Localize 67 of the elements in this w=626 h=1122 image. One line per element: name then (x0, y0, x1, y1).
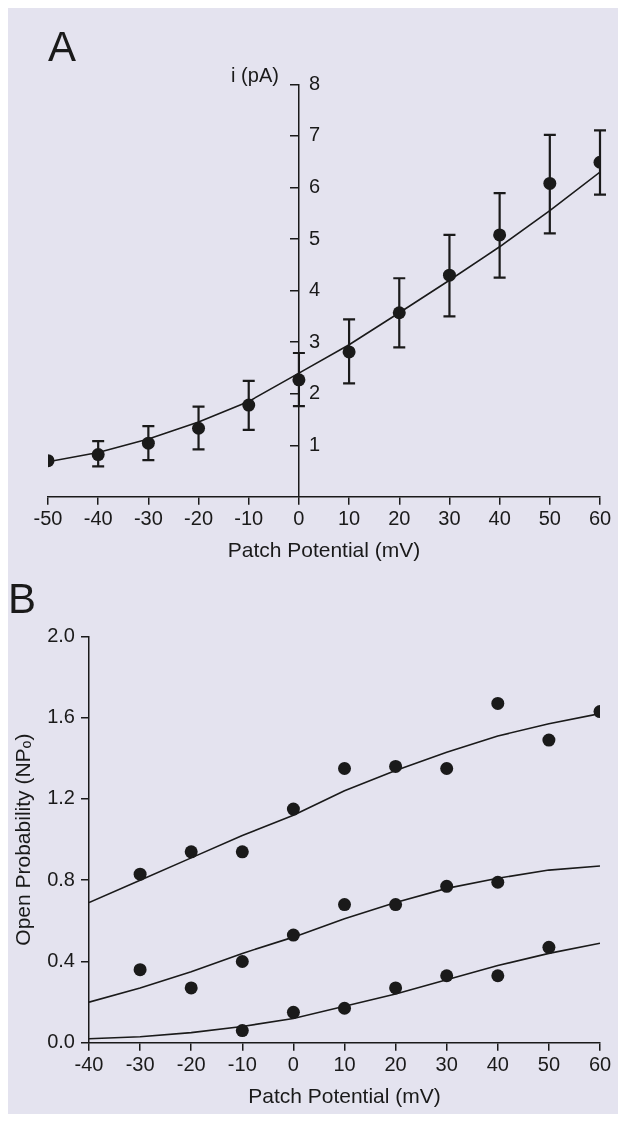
point (338, 761, 351, 775)
point (440, 969, 454, 983)
point (338, 1001, 351, 1015)
x-tick-label: 0 (293, 507, 305, 530)
y-axis-title: i (pA) (231, 63, 279, 86)
point (491, 969, 505, 983)
y-tick-label: 0.0 (47, 1030, 75, 1053)
point (440, 761, 454, 775)
x-tick-label: 30 (438, 507, 461, 530)
x-tick-label: 30 (435, 1053, 458, 1076)
point (286, 928, 300, 942)
point (389, 759, 403, 773)
point (491, 696, 505, 710)
x-axis-title: Patch Potential (mV) (248, 1084, 441, 1108)
x-tick-label: -30 (133, 507, 163, 530)
y-tick-label: 2 (308, 381, 321, 404)
y-tick-label: 5 (308, 226, 321, 249)
point (286, 1005, 300, 1019)
x-tick-label: -50 (33, 507, 63, 530)
point (235, 1024, 249, 1038)
x-tick-label: -40 (83, 507, 113, 530)
point (235, 955, 249, 969)
y-tick-label: 1.2 (47, 786, 75, 809)
x-tick-label: 60 (588, 1053, 612, 1076)
y-tick-label: 3 (308, 329, 321, 352)
x-tick-label: 10 (333, 1053, 356, 1076)
y-tick-label: 1 (308, 432, 321, 455)
point (542, 733, 556, 747)
y-tick-label: 8 (308, 71, 321, 94)
x-tick-label: -30 (125, 1053, 155, 1076)
y-tick-label: 0.8 (47, 867, 75, 890)
x-tick-label: 20 (384, 1053, 407, 1076)
y-tick-label: 2.0 (47, 623, 75, 646)
x-axis-title: Patch Potential (mV) (227, 538, 421, 562)
point (389, 981, 403, 995)
point (286, 802, 300, 816)
point (184, 845, 198, 859)
x-tick-label: -20 (184, 507, 213, 530)
y-tick-label: 0.4 (47, 949, 75, 972)
point (440, 879, 454, 893)
y-tick-label: 1.6 (47, 705, 75, 728)
x-tick-label: 0 (287, 1053, 299, 1076)
point (133, 963, 147, 977)
x-tick-label: 20 (388, 507, 411, 530)
point (491, 875, 505, 889)
point (133, 867, 147, 881)
x-tick-label: -40 (74, 1053, 104, 1076)
x-tick-label: 50 (537, 1053, 561, 1076)
chart-title: B (8, 574, 37, 622)
point (542, 940, 556, 954)
point (184, 981, 198, 995)
x-tick-label: -10 (234, 507, 264, 530)
x-tick-label: 40 (486, 1053, 509, 1076)
x-tick-label: -20 (176, 1053, 206, 1076)
x-tick-label: 60 (588, 507, 612, 530)
x-tick-label: 10 (337, 507, 361, 530)
y-tick-label: 6 (308, 175, 321, 198)
y-tick-label: 7 (308, 123, 321, 146)
chart-title: A (48, 22, 77, 70)
point (235, 845, 249, 859)
x-tick-label: -10 (227, 1053, 257, 1076)
point (338, 898, 351, 912)
y-tick-label: 4 (308, 278, 321, 301)
y-axis-title: Open Probability (NPₒ) (11, 733, 35, 946)
point (389, 898, 403, 912)
x-tick-label: 50 (538, 507, 561, 530)
x-tick-label: 40 (488, 507, 511, 530)
